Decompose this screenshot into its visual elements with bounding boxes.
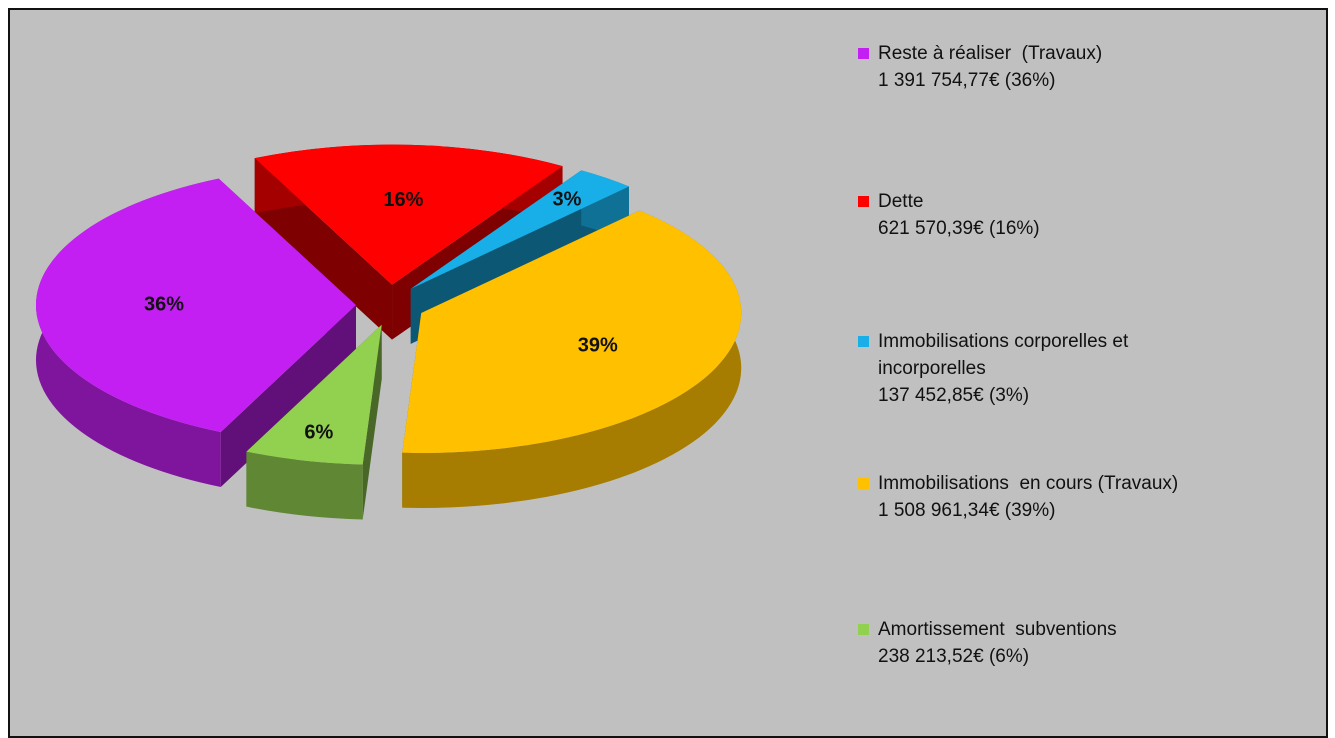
legend-detail: 1 391 754,77€ (36%)	[878, 70, 1056, 91]
legend-label: Amortissement subventions	[878, 619, 1117, 640]
legend-text: Immobilisations corporelles et incorpore…	[878, 328, 1223, 409]
data-label: 6%	[304, 422, 333, 444]
legend-detail: 238 213,52€ (6%)	[878, 646, 1030, 667]
slice	[254, 144, 563, 285]
legend-text: Reste à réaliser (Travaux) 1 391 754,77€ …	[878, 40, 1223, 94]
legend-detail: 1 508 961,34€ (39%)	[878, 500, 1056, 521]
legend-text: Immobilisations en cours (Travaux) 1 508 …	[878, 470, 1223, 524]
legend-swatch	[858, 48, 869, 59]
slice	[246, 324, 382, 465]
legend-swatch	[858, 624, 869, 635]
legend-label: Immobilisations en cours (Travaux)	[878, 473, 1179, 494]
legend-text: Amortissement subventions 238 213,52€ (6%…	[878, 616, 1223, 670]
legend-label: Reste à réaliser (Travaux)	[878, 43, 1103, 64]
legend-detail: 137 452,85€ (3%)	[878, 385, 1030, 406]
data-label: 3%	[552, 188, 581, 210]
data-label: 16%	[383, 189, 423, 211]
legend-swatch	[858, 478, 869, 489]
legend-detail: 621 570,39€ (16%)	[878, 218, 1040, 239]
slice-side	[246, 451, 363, 520]
slice-cut-face	[220, 305, 357, 487]
legend-text: Dette 621 570,39€ (16%)	[878, 188, 1223, 242]
slice-tops	[36, 144, 742, 465]
legend-swatch	[858, 336, 869, 347]
legend-swatch	[858, 196, 869, 207]
data-label: 39%	[578, 334, 618, 356]
slice	[410, 170, 629, 289]
slice	[36, 178, 357, 432]
data-label: 36%	[144, 294, 184, 316]
slice-side	[402, 210, 742, 509]
legend-label: Immobilisations corporelles et incorpore…	[878, 331, 1134, 379]
legend-label: Dette	[878, 191, 924, 212]
slice	[402, 210, 742, 454]
